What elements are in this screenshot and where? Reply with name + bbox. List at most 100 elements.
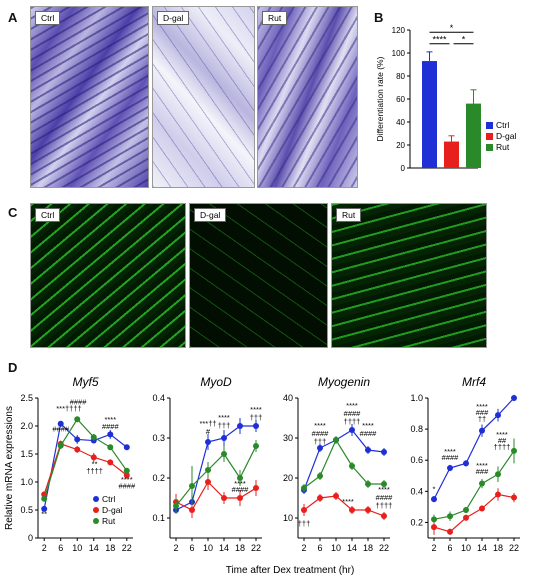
line-point-myogenin-0-4 [365,447,371,453]
line-point-myf5-2-0 [41,495,48,502]
bar-legend-swatch-1 [486,133,493,140]
line-series-myogenin-rut [303,438,384,489]
line-x-tick-label-mrf4-0: 2 [431,543,436,553]
line-annotation-myf5-2: ***†††† [56,404,81,413]
line-point-myod-1-3 [221,495,227,501]
bar-legend-label-1: D-gal [496,131,516,141]
line-point-myod-0-5 [253,423,259,429]
line-annotation-myogenin-3: ††† [314,437,327,446]
line-point-myod-1-4 [237,495,243,501]
line-annotation-mrf4-10: †††† [494,442,511,451]
line-annotation-mrf4-1: **** [444,447,456,456]
line-point-myogenin-0-1 [317,445,323,451]
line-annotation-myogenin-5: #### [344,409,362,418]
panel-letter-d: D [8,360,18,375]
line-x-tick-label-myogenin-5: 22 [379,543,389,553]
line-y-tick-label-mrf4-2: 0.6 [410,455,423,465]
line-y-tick-label-myogenin-1: 20 [283,473,293,483]
bar-ctrl [422,61,437,168]
line-y-tick-label-myf5-3: 1.5 [20,449,33,459]
line-point-myod-0-3 [221,435,227,441]
line-title-mrf4: Mrf4 [462,375,486,389]
histology-dgal-image: D-gal [152,6,255,188]
line-annotation-mrf4-4: ### [476,408,489,417]
line-series-myf5-rut [43,418,128,499]
line-point-mrf4-2-3 [479,480,485,487]
line-point-myod-2-5 [253,443,259,449]
line-point-myf5-2-4 [107,444,114,451]
line-point-mrf4-2-1 [447,513,453,520]
line-point-myod-2-3 [221,451,227,457]
line-point-mrf4-0-2 [463,460,469,467]
fluorescence-ctrl-image: Ctrl [30,203,186,348]
line-y-tick-label-mrf4-3: 0.8 [410,424,423,434]
line-x-tick-label-myogenin-1: 6 [317,543,322,553]
line-annotation-myod-2: **** [218,413,230,422]
line-x-tick-label-myf5-5: 22 [122,543,132,553]
line-point-myod-0-4 [237,423,243,429]
line-point-myod-0-2 [205,439,211,445]
line-x-axis-label: Time after Dex treatment (hr) [226,565,355,576]
line-x-tick-label-myf5-3: 14 [89,543,99,553]
line-point-myod-1-5 [253,485,259,491]
line-point-myogenin-2-3 [349,463,355,469]
line-point-myogenin-2-4 [365,481,371,487]
line-annotation-mrf4-9: ## [498,436,507,445]
line-y-tick-label-myf5-5: 2.5 [20,393,33,403]
line-x-tick-label-myod-2: 10 [203,543,213,553]
line-annotation-myogenin-11: #### [376,493,394,502]
line-legend-label-0: Ctrl [102,494,115,504]
fluorescence-label-ctrl: Ctrl [35,208,61,222]
line-annotation-mrf4-5: †† [478,414,486,423]
line-y-tick-label-myf5-4: 2.0 [20,421,33,431]
line-annotation-myogenin-6: †††† [344,417,361,426]
line-annotation-myogenin-7: **** [362,421,374,430]
line-point-myod-2-2 [205,467,211,473]
line-x-tick-label-myf5-4: 18 [105,543,115,553]
line-point-myogenin-2-0 [301,485,307,491]
line-annotation-myod-4: **** [250,405,262,414]
line-point-myogenin-2-5 [381,481,387,487]
histology-label-dgal: D-gal [157,11,190,25]
bar-legend-label-0: Ctrl [496,120,509,130]
histology-ctrl-image: Ctrl [30,6,149,188]
bar-sig-label-0: **** [432,34,447,44]
line-point-mrf4-2-5 [511,447,517,454]
bar-y-tick-label-4: 80 [396,72,405,81]
panel-letter-a: A [8,10,18,25]
line-legend-marker-1 [93,507,99,513]
line-x-tick-label-mrf4-2: 10 [461,543,471,553]
line-series-myod-ctrl [175,425,256,511]
line-x-tick-label-myogenin-3: 14 [347,543,357,553]
line-point-mrf4-0-1 [447,465,453,471]
line-x-tick-label-myod-0: 2 [173,543,178,553]
line-annotation-myf5-8: **** [121,475,133,484]
line-point-myogenin-2-1 [317,473,323,479]
line-annotation-mrf4-8: **** [496,430,508,439]
line-annotation-mrf4-7: ### [476,467,489,476]
line-x-tick-label-myogenin-2: 10 [331,543,341,553]
bar-y-tick-label-5: 100 [392,49,406,58]
bar-y-tick-label-6: 120 [392,26,406,35]
bar-legend-swatch-2 [486,144,493,151]
line-series-myf5-ctrl [43,422,128,509]
line-point-myf5-0-0 [41,505,48,512]
line-annotation-myod-7: #### [232,485,250,494]
bar-y-tick-label-0: 0 [401,164,406,173]
line-point-myogenin-0-5 [381,449,387,455]
line-point-myod-2-4 [237,475,243,481]
line-charts-mrna: Relative mRNA expressions Time after Dex … [4,375,520,576]
line-annotation-myogenin-1: **** [314,421,326,430]
fluorescence-dgal-image: D-gal [189,203,328,348]
bar-y-tick-label-2: 40 [396,118,405,127]
bar-d-gal [444,141,459,168]
line-annotation-myogenin-12: †††† [376,501,393,510]
fluorescence-label-dgal: D-gal [194,208,227,222]
line-legend-marker-0 [93,496,99,502]
line-point-myf5-2-3 [90,434,97,441]
line-annotation-mrf4-3: **** [476,402,488,411]
line-annotation-myf5-0: ** [41,510,47,519]
line-annotation-mrf4-0: * [433,484,436,493]
line-point-mrf4-1-0 [431,524,437,531]
line-annotation-mrf4-6: **** [476,461,488,470]
